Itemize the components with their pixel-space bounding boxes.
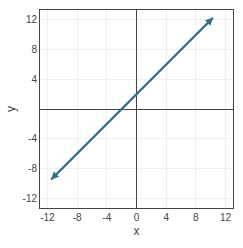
- svg-text:12: 12: [220, 212, 232, 223]
- svg-text:-4: -4: [28, 133, 37, 144]
- svg-text:8: 8: [31, 44, 37, 55]
- svg-text:4: 4: [163, 212, 169, 223]
- svg-text:x: x: [134, 224, 140, 238]
- svg-text:-12: -12: [40, 212, 55, 223]
- svg-text:y: y: [4, 106, 18, 112]
- svg-text:-8: -8: [73, 212, 82, 223]
- svg-text:12: 12: [26, 14, 38, 25]
- svg-text:8: 8: [193, 212, 199, 223]
- svg-text:-8: -8: [28, 163, 37, 174]
- svg-text:4: 4: [31, 74, 37, 85]
- svg-text:-12: -12: [23, 193, 38, 204]
- svg-text:-4: -4: [102, 212, 111, 223]
- svg-text:0: 0: [134, 212, 140, 223]
